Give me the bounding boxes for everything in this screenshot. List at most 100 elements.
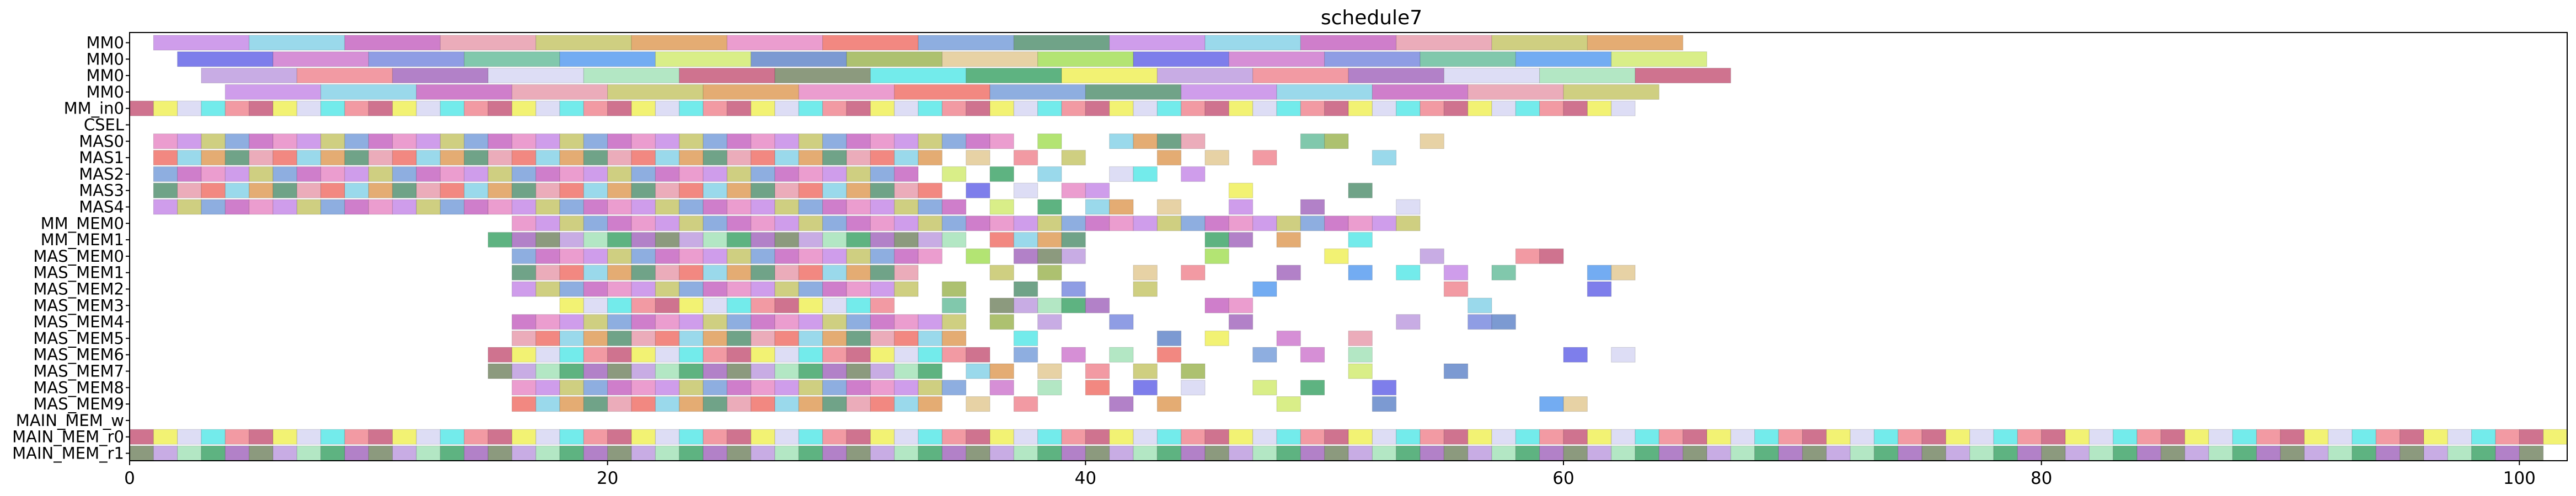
task-bar [1181, 429, 1206, 445]
task-bar [631, 35, 727, 51]
task-bar [1635, 68, 1731, 84]
task-bar [870, 248, 895, 264]
task-bar [583, 232, 608, 248]
task-bar [1945, 445, 1970, 461]
task-bar [822, 150, 847, 166]
task-bar [2232, 445, 2257, 461]
task-bar [1109, 199, 1134, 215]
task-bar [1396, 314, 1421, 330]
task-bar [1037, 133, 1062, 149]
task-bar [440, 150, 465, 166]
row-label: MAS_MEM5 [33, 329, 124, 348]
row-labels: MM0MM0MM0MM0MM_in0CSELMAS0MAS1MAS2MAS3MA… [12, 34, 124, 463]
task-bar [1348, 68, 1444, 84]
task-bar [870, 199, 895, 215]
task-bar [703, 133, 727, 149]
task-bar [2160, 429, 2186, 445]
task-bar [1013, 429, 1038, 445]
row-label: MAS3 [79, 181, 124, 200]
task-bar [177, 182, 202, 198]
task-bar [1013, 182, 1038, 198]
task-bar [1013, 35, 1110, 51]
task-bar [1181, 215, 1206, 231]
task-bar [1539, 429, 1564, 445]
task-bar [726, 248, 752, 264]
task-bar [1181, 100, 1206, 116]
task-bar [607, 84, 704, 100]
task-bar [177, 100, 202, 116]
task-bar [1372, 429, 1397, 445]
task-bar [1348, 182, 1373, 198]
task-bar [822, 232, 847, 248]
task-bar [1252, 68, 1349, 84]
task-bar [1133, 281, 1158, 297]
task-bar [1468, 84, 1564, 100]
task-bar [511, 396, 537, 412]
task-bar [1563, 100, 1588, 116]
task-bar [1037, 265, 1062, 281]
task-bar [726, 363, 752, 379]
task-bar [870, 347, 895, 363]
task-bar [631, 248, 656, 264]
task-bar [1133, 100, 1158, 116]
task-bar [631, 133, 656, 149]
task-bar [822, 182, 847, 198]
task-bar [1204, 330, 1229, 346]
task-bar [1443, 363, 1469, 379]
task-bar [703, 347, 727, 363]
task-bar [679, 199, 704, 215]
task-bar [989, 445, 1014, 461]
task-bar [679, 150, 704, 166]
task-bar [2447, 445, 2472, 461]
task-bar [2160, 445, 2186, 461]
task-bar [989, 133, 1014, 149]
task-bar [894, 363, 919, 379]
task-bar [655, 166, 680, 182]
task-bar [153, 166, 178, 182]
task-bar [392, 166, 417, 182]
task-bar [1611, 100, 1636, 116]
task-bar [272, 150, 297, 166]
task-bar [249, 166, 274, 182]
task-bar [798, 100, 823, 116]
task-bar [535, 182, 560, 198]
task-bar [272, 199, 297, 215]
task-bar [941, 215, 967, 231]
task-bar [296, 199, 322, 215]
task-bar [1324, 133, 1349, 149]
task-bar [272, 166, 297, 182]
task-bar [607, 396, 632, 412]
task-bar [941, 166, 967, 182]
task-bar [320, 84, 417, 100]
task-bar [822, 35, 919, 51]
task-bar [1037, 363, 1062, 379]
row-label: MAS_MEM0 [33, 247, 124, 266]
task-bar [1204, 248, 1229, 264]
task-bar [1372, 150, 1397, 166]
task-bar [655, 51, 752, 67]
task-bar [201, 133, 226, 149]
task-bar [751, 314, 775, 330]
task-bar [1396, 429, 1421, 445]
task-bar [1133, 363, 1158, 379]
task-bar [655, 363, 680, 379]
task-bar [224, 133, 250, 149]
task-bar [1156, 68, 1254, 84]
task-bar [846, 363, 871, 379]
task-bar [201, 166, 226, 182]
task-bar [655, 182, 680, 198]
task-bar [655, 199, 680, 215]
task-bar [511, 363, 537, 379]
task-bar [320, 166, 345, 182]
task-bar [559, 248, 584, 264]
task-bar [966, 248, 990, 264]
task-bar [392, 182, 417, 198]
x-axis: 0 20 40 60 80 100 [124, 42, 2536, 488]
task-bar [798, 182, 823, 198]
task-bar [344, 150, 369, 166]
task-bar [751, 51, 847, 67]
task-bar [224, 150, 250, 166]
task-bar [774, 265, 799, 281]
task-bar [607, 166, 632, 182]
task-bar [2088, 429, 2114, 445]
